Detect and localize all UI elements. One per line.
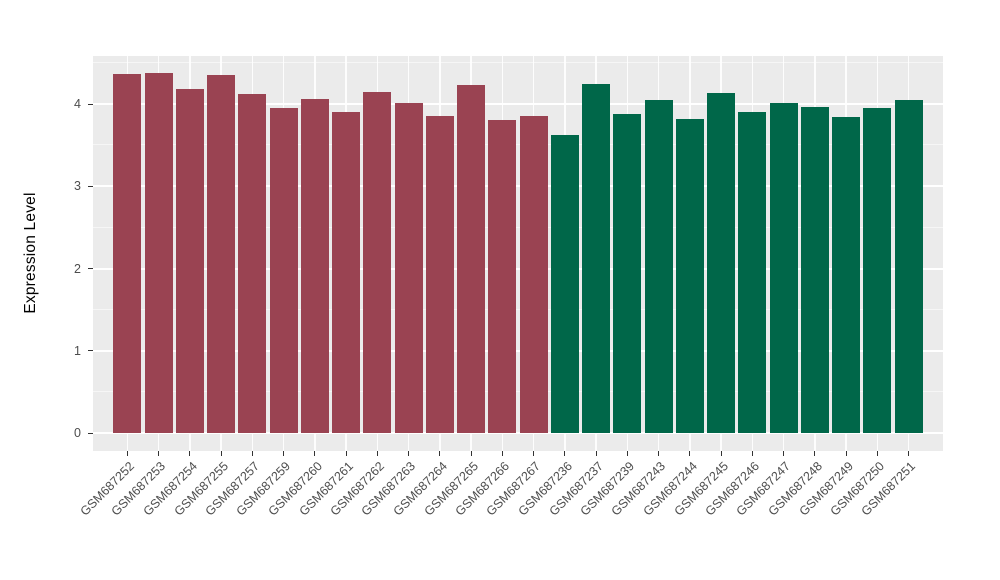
- minor-gridline: [93, 390, 943, 392]
- bar-GSM687259: [269, 108, 298, 433]
- bar-GSM687252: [113, 73, 142, 433]
- bar-GSM687251: [894, 100, 923, 433]
- y-tick-label: 0: [74, 426, 81, 440]
- x-tick: [251, 451, 253, 456]
- bar-GSM687267: [519, 115, 548, 433]
- x-tick: [470, 451, 472, 456]
- x-tick: [408, 451, 410, 456]
- y-tick: [88, 432, 93, 434]
- x-tick: [126, 451, 128, 456]
- x-tick: [501, 451, 503, 456]
- x-tick: [845, 451, 847, 456]
- x-tick: [751, 451, 753, 456]
- bar-GSM687253: [144, 72, 173, 433]
- x-tick: [439, 451, 441, 456]
- bar-GSM687248: [800, 106, 829, 433]
- bar-GSM687246: [738, 111, 767, 433]
- bar-GSM687255: [207, 74, 236, 433]
- x-tick: [533, 451, 535, 456]
- bar-GSM687239: [613, 114, 642, 433]
- major-gridline: [93, 185, 943, 188]
- x-tick: [189, 451, 191, 456]
- bar-GSM687243: [644, 100, 673, 433]
- x-tick: [814, 451, 816, 456]
- y-tick: [88, 268, 93, 270]
- minor-gridline: [93, 62, 943, 64]
- bar-GSM687250: [863, 107, 892, 433]
- x-tick: [908, 451, 910, 456]
- bar-GSM687247: [769, 103, 798, 433]
- x-tick: [689, 451, 691, 456]
- x-tick: [658, 451, 660, 456]
- x-tick: [595, 451, 597, 456]
- x-tick: [283, 451, 285, 456]
- bar-GSM687244: [675, 119, 704, 433]
- major-gridline: [93, 267, 943, 270]
- bar-GSM687262: [363, 91, 392, 433]
- y-tick: [88, 103, 93, 105]
- bar-GSM687264: [425, 115, 454, 433]
- x-tick: [376, 451, 378, 456]
- x-tick: [876, 451, 878, 456]
- bar-GSM687245: [707, 92, 736, 433]
- minor-gridline: [93, 226, 943, 228]
- y-tick-label: 2: [74, 261, 81, 276]
- x-tick: [626, 451, 628, 456]
- bar-GSM687260: [300, 99, 329, 433]
- bar-GSM687257: [238, 94, 267, 433]
- major-gridline: [93, 432, 943, 434]
- x-tick: [345, 451, 347, 456]
- x-tick: [564, 451, 566, 456]
- x-tick: [783, 451, 785, 456]
- x-tick: [158, 451, 160, 456]
- bar-GSM687237: [582, 83, 611, 433]
- bar-GSM687249: [832, 116, 861, 433]
- bar-GSM687266: [488, 119, 517, 433]
- minor-gridline: [93, 308, 943, 310]
- y-axis: 0 1 2 3 4: [0, 56, 93, 451]
- major-gridline: [93, 349, 943, 352]
- x-tick: [220, 451, 222, 456]
- x-axis: GSM687252 GSM687253 GSM687254 GSM687255 GSM6…: [78, 451, 943, 580]
- y-tick-label: 4: [74, 97, 81, 112]
- y-tick-label: 3: [74, 179, 81, 194]
- bar-GSM687236: [550, 135, 579, 433]
- plot-panel: [93, 56, 943, 451]
- bar-GSM687254: [175, 88, 204, 433]
- x-tick: [314, 451, 316, 456]
- y-tick-label: 1: [74, 343, 81, 358]
- y-tick: [88, 185, 93, 187]
- minor-gridline: [93, 144, 943, 146]
- bar-GSM687261: [332, 111, 361, 433]
- bar-GSM687265: [457, 85, 486, 433]
- y-tick: [88, 350, 93, 352]
- x-tick: [720, 451, 722, 456]
- major-gridline: [93, 103, 943, 106]
- bar-GSM687263: [394, 102, 423, 433]
